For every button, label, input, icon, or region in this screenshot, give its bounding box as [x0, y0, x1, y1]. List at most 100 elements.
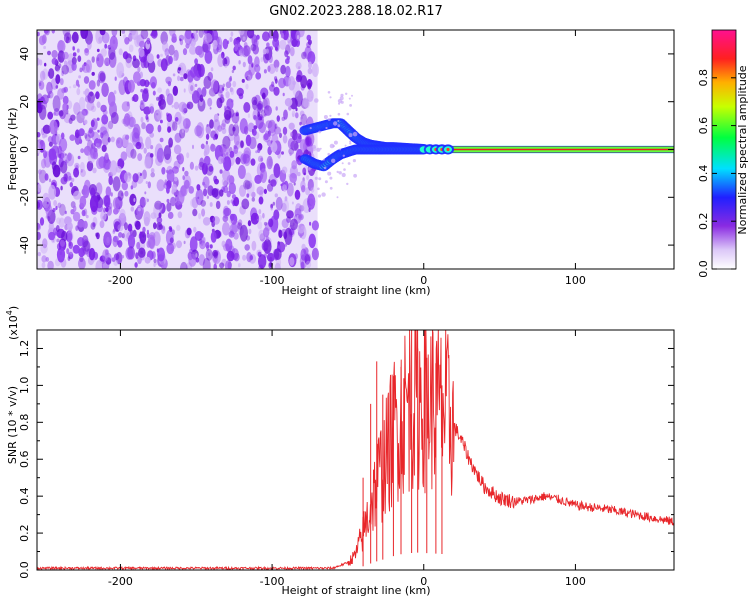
- noise-speckle: [59, 78, 64, 86]
- noise-speckle: [186, 227, 192, 236]
- noise-speckle: [199, 240, 206, 250]
- noise-speckle: [238, 219, 243, 227]
- noise-speckle: [273, 59, 280, 69]
- noise-speckle: [55, 85, 59, 89]
- noise-speckle: [69, 86, 72, 89]
- noise-speckle: [97, 70, 106, 84]
- noise-speckle: [51, 57, 58, 65]
- noise-speckle: [220, 94, 224, 99]
- noise-speckle: [307, 193, 316, 210]
- snr-panel: -200 -100 0 100 0.0 0.2 0.4 0.6 0.8 1.0 1.2 Heigh…: [5, 306, 675, 597]
- noise-speckle: [113, 208, 119, 215]
- noise-speckle: [289, 172, 298, 184]
- spectrogram-y-axis: -40 -20 0 20 40: [18, 47, 674, 254]
- noise-speckle: [241, 198, 250, 210]
- noise-speckle: [146, 37, 151, 45]
- noise-speckle: [139, 173, 142, 176]
- noise-speckle: [48, 141, 53, 147]
- noise-speckle: [134, 262, 138, 268]
- noise-speckle: [186, 152, 190, 159]
- noise-speckle: [61, 64, 69, 75]
- noise-speckle: [295, 61, 302, 70]
- track-speckle: [345, 92, 348, 96]
- noise-speckle: [233, 145, 239, 155]
- noise-speckle: [198, 254, 206, 266]
- noise-speckle: [78, 247, 85, 258]
- noise-speckle: [79, 255, 84, 263]
- noise-speckle: [47, 260, 54, 269]
- noise-speckle: [221, 51, 225, 59]
- noise-speckle: [289, 257, 295, 266]
- noise-speckle: [106, 236, 110, 244]
- noise-speckle: [206, 195, 209, 199]
- noise-speckle: [152, 90, 156, 96]
- noise-speckle: [309, 179, 313, 182]
- noise-speckle: [219, 169, 223, 174]
- noise-speckle: [48, 231, 56, 241]
- noise-speckle: [288, 80, 292, 85]
- noise-speckle: [166, 169, 175, 183]
- noise-speckle: [159, 137, 164, 143]
- noise-speckle: [282, 199, 289, 213]
- noise-speckle: [250, 158, 256, 166]
- noise-speckle: [291, 160, 298, 170]
- noise-speckle: [207, 97, 213, 107]
- noise-speckle: [77, 84, 80, 88]
- noise-speckle: [78, 128, 85, 137]
- noise-speckle: [87, 91, 95, 104]
- track-speckle: [314, 176, 318, 180]
- noise-speckle: [63, 32, 72, 44]
- noise-speckle: [273, 248, 282, 260]
- noise-speckle: [60, 132, 65, 140]
- noise-speckle: [173, 56, 177, 61]
- noise-speckle: [149, 106, 155, 114]
- noise-speckle: [166, 186, 170, 194]
- noise-speckle: [225, 87, 228, 91]
- noise-speckle: [117, 224, 124, 232]
- noise-speckle: [241, 78, 245, 83]
- noise-speckle: [121, 101, 131, 112]
- noise-speckle: [223, 207, 232, 217]
- noise-speckle: [131, 30, 139, 41]
- noise-speckle: [72, 211, 81, 222]
- y-tick-label: 0.4: [18, 487, 31, 505]
- noise-speckle: [119, 208, 126, 219]
- noise-speckle: [268, 119, 276, 134]
- noise-speckle: [176, 224, 181, 231]
- noise-speckle: [280, 32, 285, 39]
- noise-speckle: [64, 210, 67, 215]
- noise-speckle: [198, 64, 205, 77]
- noise-speckle: [287, 138, 295, 150]
- noise-speckle: [208, 165, 214, 172]
- noise-speckle: [291, 110, 296, 117]
- colorbar-gradient: [711, 29, 737, 270]
- noise-speckle: [96, 53, 104, 68]
- noise-speckle: [96, 48, 100, 53]
- noise-speckle: [142, 89, 149, 102]
- noise-speckle: [96, 117, 100, 121]
- noise-speckle: [78, 257, 86, 269]
- noise-speckle: [129, 131, 135, 143]
- noise-speckle: [96, 157, 104, 170]
- noise-speckle: [37, 231, 41, 241]
- noise-speckle: [79, 67, 83, 73]
- colorbar-tick-label: 0.0: [697, 260, 710, 278]
- noise-speckle: [217, 125, 223, 132]
- noise-speckle: [168, 44, 175, 56]
- noise-speckle: [140, 100, 144, 105]
- noise-speckle: [140, 116, 144, 123]
- track-speckle: [341, 162, 344, 165]
- noise-speckle: [58, 63, 62, 69]
- noise-speckle: [124, 113, 131, 126]
- noise-speckle: [78, 135, 82, 143]
- noise-speckle: [86, 101, 95, 111]
- noise-speckle: [117, 190, 124, 201]
- noise-speckle: [262, 48, 267, 55]
- noise-speckle: [121, 255, 125, 259]
- noise-speckle: [130, 148, 137, 159]
- noise-speckle: [90, 119, 95, 128]
- noise-speckle: [195, 253, 198, 258]
- noise-speckle: [166, 202, 172, 212]
- track-speckle: [329, 176, 333, 180]
- noise-speckle: [210, 79, 219, 93]
